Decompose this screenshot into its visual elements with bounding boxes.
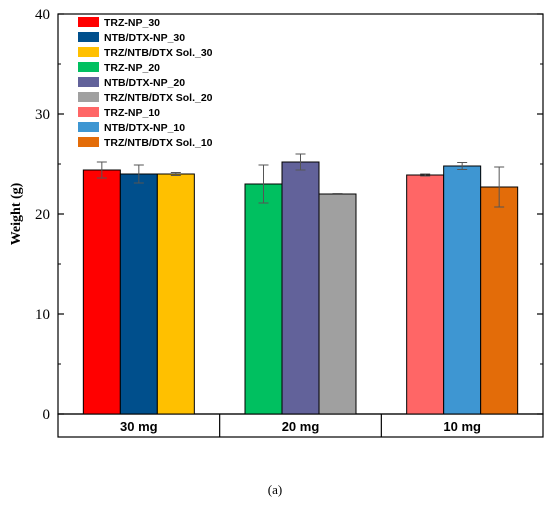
legend-label: NTB/DTX-NP_30 (104, 32, 185, 44)
bar-ntb-dtx-np-30 (119, 173, 158, 415)
bar-ntb-dtx-np-20 (281, 161, 320, 415)
legend-label: NTB/DTX-NP_20 (104, 77, 185, 89)
legend-label: TRZ/NTB/DTX Sol._30 (104, 47, 213, 59)
category-label: 20 mg (282, 419, 320, 434)
bar-trz-ntb-dtx-sol-10 (480, 186, 519, 415)
bar-trz-np-10 (406, 174, 445, 415)
legend-swatch (78, 17, 99, 27)
y-tick-label: 0 (43, 407, 51, 423)
legend-label: NTB/DTX-NP_10 (104, 122, 185, 134)
bar-trz-np-20 (244, 183, 283, 415)
plot-area: 0 10 20 30 40 Weight (g) 30 mg 20 mg 10 mg TRZ-NP… (9, 7, 544, 438)
legend-swatch (78, 137, 99, 147)
y-tick-label: 40 (35, 7, 50, 23)
category-label: 30 mg (120, 419, 158, 434)
y-tick-label: 20 (35, 207, 50, 223)
bar-trz-ntb-dtx-sol-30 (156, 173, 195, 415)
bar-trz-np-30 (82, 169, 121, 415)
bar-ntb-dtx-np-10 (443, 165, 482, 415)
legend-swatch (78, 107, 99, 117)
y-axis-label: Weight (g) (9, 182, 24, 245)
legend-label: TRZ/NTB/DTX Sol._20 (104, 92, 213, 104)
legend-swatch (78, 77, 99, 87)
y-tick-label: 30 (35, 107, 50, 123)
legend-swatch (78, 32, 99, 42)
figure-caption: (a) (267, 482, 283, 497)
legend-label: TRZ-NP_20 (104, 62, 160, 74)
legend-swatch (78, 47, 99, 57)
legend-label: TRZ-NP_10 (104, 107, 160, 119)
y-tick-label: 10 (35, 307, 50, 323)
legend-swatch (78, 62, 99, 72)
legend-label: TRZ-NP_30 (104, 17, 160, 29)
legend-label: TRZ/NTB/DTX Sol._10 (104, 137, 213, 149)
category-label: 10 mg (443, 419, 481, 434)
legend-swatch (78, 122, 99, 132)
bar-trz-ntb-dtx-sol-20 (318, 193, 357, 415)
legend-swatch (78, 92, 99, 102)
